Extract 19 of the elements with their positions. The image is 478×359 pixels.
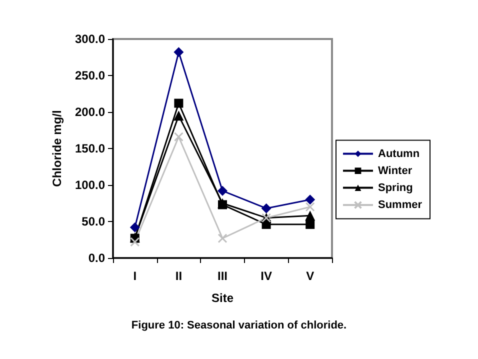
y-tick-label: 200.0 [74,105,106,119]
x-tick-label: III [217,269,228,283]
legend-label: Autumn [378,148,420,160]
x-tick-label: I [133,269,137,283]
y-axis-title: Chloride mg/l [50,110,64,187]
legend-label: Winter [378,164,413,177]
x-axis-title: Site [211,291,234,305]
legend-label: Summer [378,199,423,211]
y-tick-label: 50.0 [82,214,106,228]
legend-label: Spring [378,182,413,194]
y-tick-label: 300.0 [74,32,106,46]
y-tick-label: 250.0 [74,68,106,82]
x-tick-label: II [175,269,182,283]
x-tick-label: V [306,269,314,283]
y-tick-label: 150.0 [74,142,106,156]
y-tick-label: 100.0 [74,178,106,192]
y-tick-label: 0.0 [88,251,106,265]
caption: Figure 10: Seasonal variation of chloride. [131,320,347,332]
x-tick-label: IV [260,269,272,283]
